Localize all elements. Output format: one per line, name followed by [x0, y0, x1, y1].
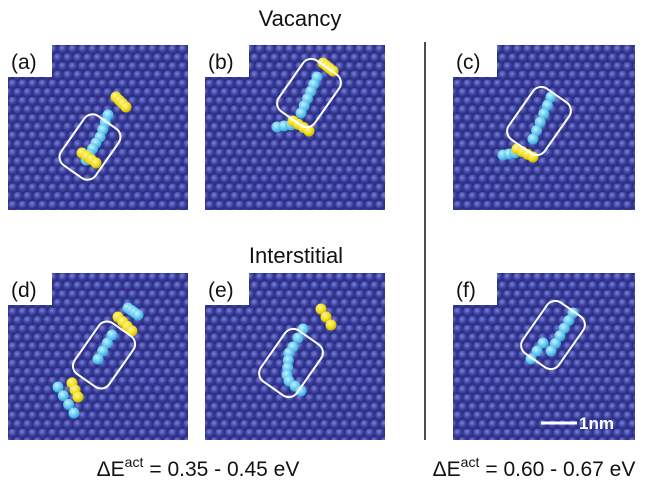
panel: (c)	[453, 45, 635, 210]
panel-label: (e)	[208, 279, 234, 302]
scale-label: 1nm	[579, 414, 614, 433]
atom	[73, 392, 84, 403]
heading: Interstitial	[249, 243, 343, 268]
panel: (f) 1nm	[453, 273, 635, 440]
atom	[121, 102, 132, 113]
panel: (b)	[205, 45, 385, 210]
atom	[326, 320, 337, 331]
panel-label: (a)	[11, 51, 37, 74]
panel-label: (b)	[208, 51, 234, 74]
atom	[546, 346, 557, 357]
panel: (e)	[205, 273, 385, 440]
panel: (d)	[8, 273, 188, 440]
atom	[528, 134, 539, 145]
panel-label: (c)	[456, 51, 481, 74]
caption: ΔEact= 0.60 - 0.67 eV	[433, 454, 636, 481]
panel-label: (f)	[456, 279, 476, 302]
panel-label: (d)	[11, 279, 37, 302]
atom	[93, 354, 104, 365]
atom	[91, 158, 102, 169]
atom	[296, 108, 307, 119]
atom	[69, 408, 80, 419]
panel: (a)	[8, 45, 188, 210]
atom	[133, 310, 144, 321]
figure: Vacancy Interstitial (a) (b) (c) (d) (e) (f) 1…	[0, 0, 658, 487]
heading: Vacancy	[259, 6, 342, 31]
caption: ΔEact= 0.35 - 0.45 eV	[97, 454, 300, 481]
